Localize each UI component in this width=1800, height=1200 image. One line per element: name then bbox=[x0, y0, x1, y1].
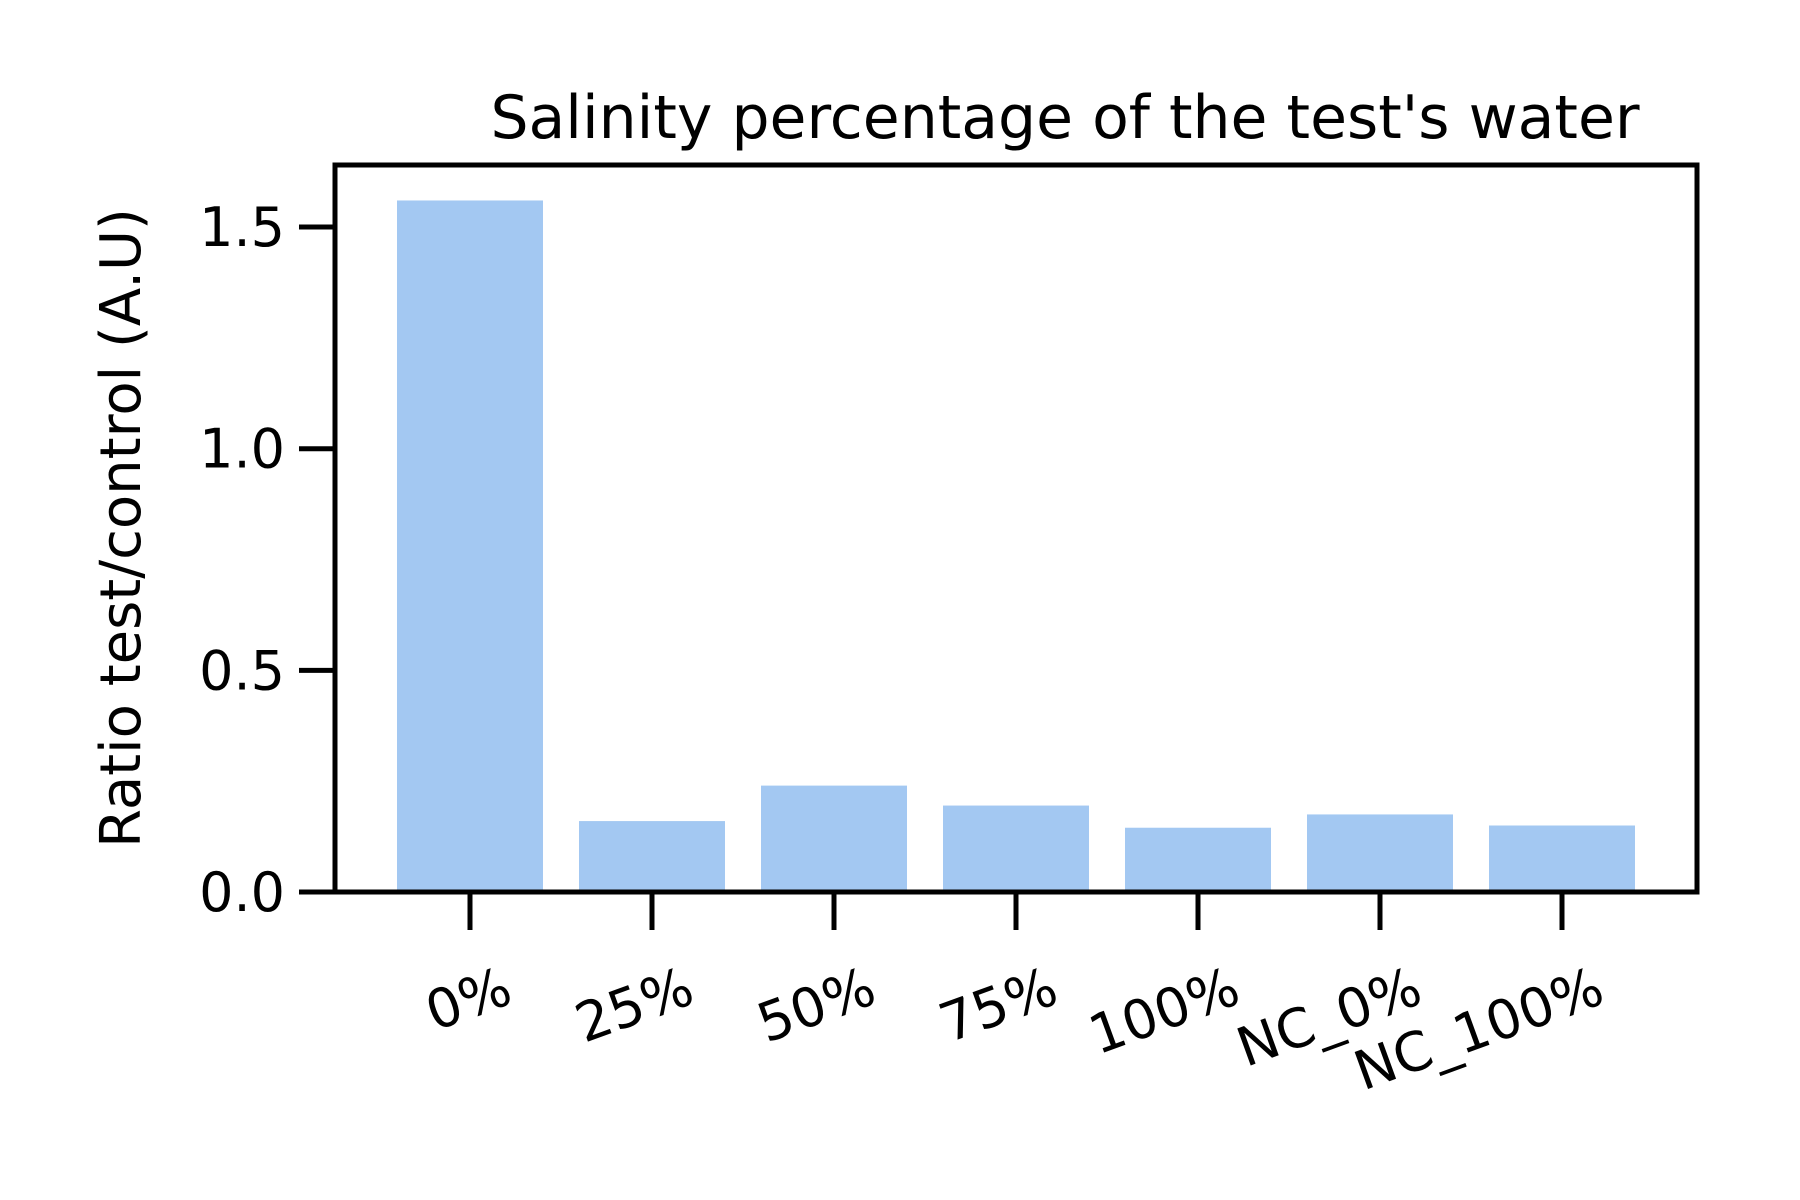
bar-0 bbox=[397, 200, 543, 893]
x-tick-label-3: 75% bbox=[931, 955, 1065, 1055]
bar-6 bbox=[1489, 825, 1635, 892]
y-tick-label-2: 1.0 bbox=[199, 418, 285, 481]
y-tick-label-1: 0.5 bbox=[199, 639, 285, 702]
x-tick-label-1: 25% bbox=[567, 955, 701, 1055]
bar-1 bbox=[579, 821, 725, 892]
x-axis: 0% 25% 50% 75% 100%NC_0%NC_100% bbox=[417, 892, 1611, 1103]
bar-2 bbox=[761, 785, 907, 892]
bar-4 bbox=[1125, 827, 1271, 892]
x-tick-label-0: 0% bbox=[417, 955, 519, 1044]
bar-5 bbox=[1307, 814, 1453, 892]
y-axis-label: Ratio test/control (A.U) bbox=[89, 208, 154, 848]
x-tick-label-4: 100% bbox=[1081, 955, 1248, 1067]
y-tick-label-0: 0.0 bbox=[199, 861, 285, 924]
y-tick-label-3: 1.5 bbox=[199, 196, 285, 259]
bars-group bbox=[397, 200, 1635, 893]
x-tick-label-2: 50% bbox=[749, 955, 883, 1055]
chart-title: Salinity percentage of the test's water bbox=[490, 83, 1639, 153]
y-axis: 0.0 0.5 1.0 1.5 bbox=[199, 196, 335, 924]
bar-3 bbox=[943, 805, 1089, 892]
